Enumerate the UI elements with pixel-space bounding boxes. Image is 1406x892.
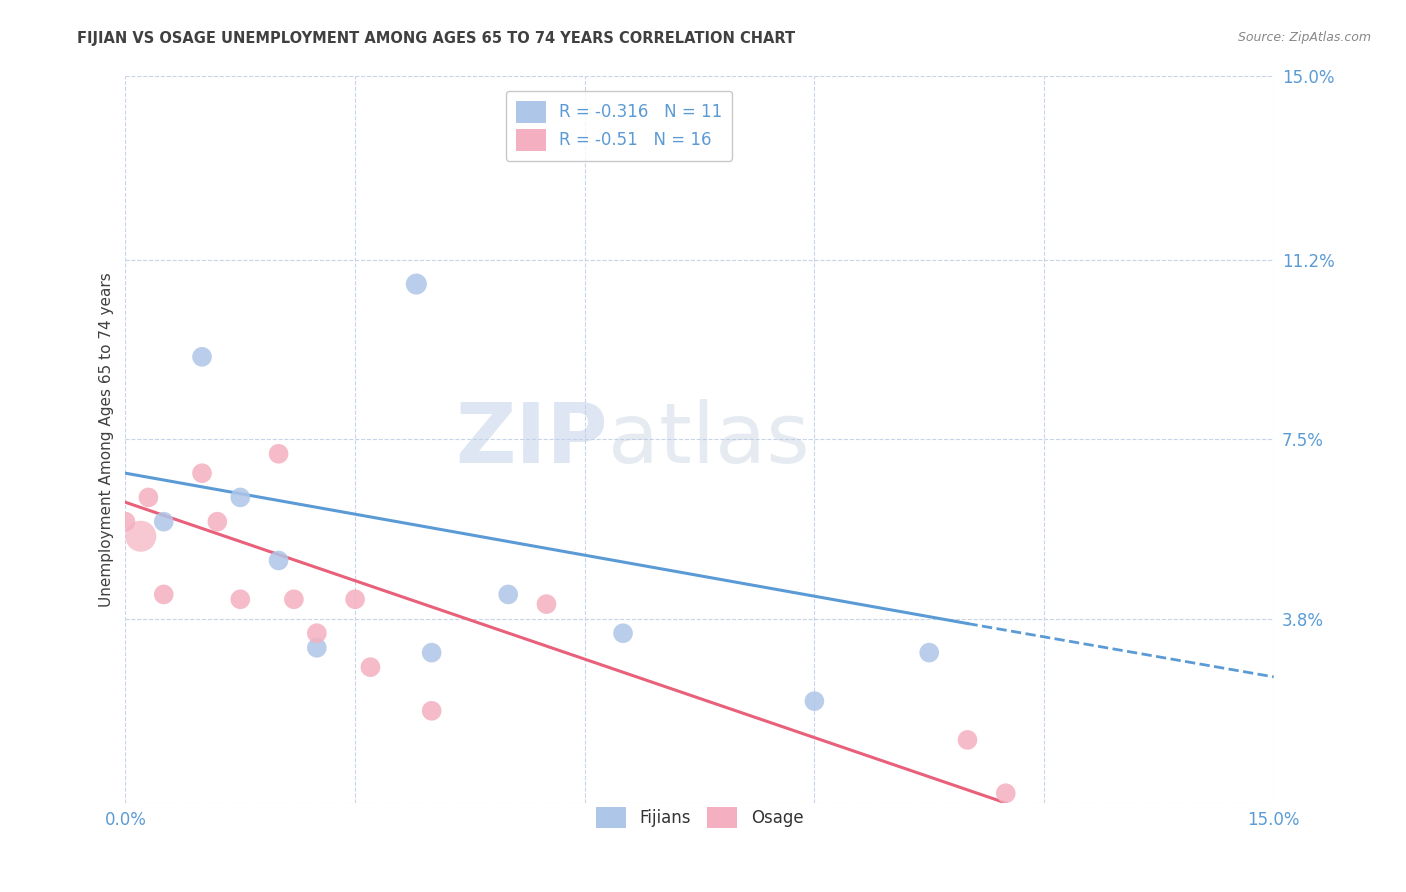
Point: [114, 515, 136, 529]
Point: [612, 626, 634, 640]
Point: [305, 626, 328, 640]
Point: [129, 529, 152, 543]
Point: [191, 466, 214, 480]
Point: [359, 660, 381, 674]
Point: [420, 646, 443, 660]
Text: Source: ZipAtlas.com: Source: ZipAtlas.com: [1237, 31, 1371, 45]
Point: [138, 491, 160, 505]
Point: [305, 640, 328, 655]
Point: [496, 587, 519, 601]
Point: [207, 515, 229, 529]
Point: [191, 350, 214, 364]
Point: [420, 704, 443, 718]
Point: [405, 277, 427, 291]
Point: [536, 597, 558, 611]
Text: FIJIAN VS OSAGE UNEMPLOYMENT AMONG AGES 65 TO 74 YEARS CORRELATION CHART: FIJIAN VS OSAGE UNEMPLOYMENT AMONG AGES …: [77, 31, 796, 46]
Point: [267, 447, 290, 461]
Point: [152, 587, 174, 601]
Point: [229, 491, 252, 505]
Point: [152, 515, 174, 529]
Point: [994, 786, 1017, 800]
Text: ZIP: ZIP: [456, 399, 607, 480]
Point: [344, 592, 367, 607]
Legend: Fijians, Osage: Fijians, Osage: [589, 800, 810, 835]
Text: atlas: atlas: [607, 399, 810, 480]
Point: [229, 592, 252, 607]
Point: [956, 732, 979, 747]
Point: [803, 694, 825, 708]
Point: [918, 646, 941, 660]
Point: [283, 592, 305, 607]
Y-axis label: Unemployment Among Ages 65 to 74 years: Unemployment Among Ages 65 to 74 years: [100, 272, 114, 607]
Point: [267, 553, 290, 567]
